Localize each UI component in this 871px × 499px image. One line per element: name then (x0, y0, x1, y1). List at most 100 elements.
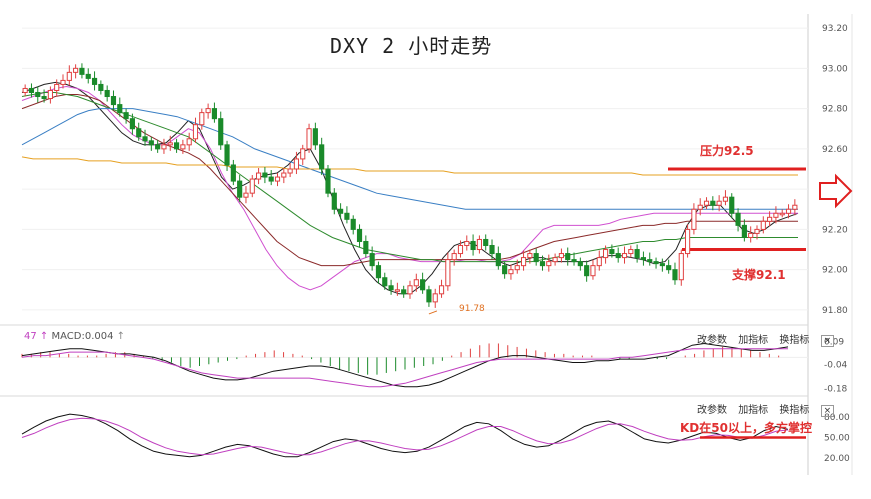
candle-body (502, 265, 508, 275)
candle (66, 65, 72, 86)
macd-controls: 改参数 加指标 换指标 × (697, 331, 842, 347)
candle (148, 136, 154, 151)
candle (173, 138, 180, 153)
candle (451, 249, 457, 266)
candle (508, 264, 514, 280)
candle-body (47, 89, 53, 100)
candle-body (426, 289, 432, 303)
candle (262, 166, 268, 184)
candle-body (779, 212, 785, 216)
candle-body (344, 212, 350, 220)
change-params-button[interactable]: 改参数 (697, 335, 727, 346)
macd-prefix: 47 (24, 331, 37, 342)
candle-body (640, 257, 647, 261)
candle-body (243, 192, 249, 198)
y-axis-labels: 93.2093.0092.8092.6092.4092.2092.0091.80… (822, 24, 850, 464)
candle-body (388, 285, 394, 291)
candle-body (464, 240, 470, 247)
candle (716, 195, 722, 212)
candle-body (218, 118, 224, 146)
candle (773, 206, 779, 224)
low-price-label: 91.78 (459, 304, 485, 314)
candle (60, 74, 66, 89)
candle (117, 97, 123, 117)
candle-body (129, 118, 135, 130)
macd-dea-line (21, 348, 788, 388)
candle (546, 254, 552, 272)
change-params-button[interactable]: 改参数 (697, 405, 727, 416)
candle-body (685, 228, 691, 255)
candle (192, 117, 199, 143)
candle (237, 175, 243, 203)
level-lines (668, 167, 806, 252)
candle (104, 85, 110, 102)
candle-body (35, 91, 41, 98)
candle-body (514, 265, 520, 271)
candle (609, 244, 615, 258)
candle-body (773, 212, 779, 218)
candle (748, 226, 754, 243)
candle-body (609, 249, 615, 255)
switch-indicator-button[interactable]: 换指标 (779, 405, 810, 416)
candle (256, 167, 262, 185)
candle-body (571, 259, 577, 263)
low-marker-line (428, 310, 438, 315)
candle (180, 139, 186, 154)
candle-body (91, 77, 98, 85)
candle (533, 248, 539, 266)
candle (558, 248, 564, 263)
add-indicator-button[interactable]: 加指标 (738, 405, 769, 416)
candle (73, 64, 79, 79)
close-icon[interactable]: × (820, 335, 835, 347)
add-indicator-button[interactable]: 加指标 (738, 335, 769, 346)
candle (300, 144, 306, 165)
close-icon[interactable]: × (820, 405, 835, 417)
candle (464, 235, 470, 251)
candle (602, 245, 609, 264)
candle (388, 279, 394, 295)
candle-body (319, 144, 325, 170)
candle (710, 196, 716, 211)
candle (338, 203, 344, 220)
candle-body (104, 89, 110, 98)
candle-body (489, 245, 495, 255)
candle-body (470, 240, 476, 251)
candle (792, 199, 798, 216)
candle (729, 193, 735, 219)
candle-body (420, 279, 426, 291)
switch-indicator-button[interactable]: 换指标 (779, 335, 810, 346)
candle (407, 280, 413, 299)
candle-body (237, 180, 243, 198)
candle-body (173, 142, 180, 150)
candle (79, 63, 85, 79)
candle (666, 259, 672, 274)
candle (445, 252, 451, 291)
candle (420, 272, 426, 294)
candle-body (647, 259, 653, 263)
candle (129, 113, 135, 135)
macd-tick-label: 0.09 (824, 338, 844, 348)
candle-body (123, 112, 129, 120)
candle (35, 86, 41, 103)
candle (659, 258, 665, 272)
candle (653, 257, 659, 269)
candle-body (590, 265, 596, 277)
candle-body (161, 144, 167, 150)
candle (476, 235, 482, 254)
candle (293, 151, 300, 175)
price-tick-label: 93.00 (822, 64, 848, 74)
candle (249, 175, 255, 198)
ma-line-4 (21, 108, 798, 210)
candle (495, 246, 501, 270)
candle-body (710, 200, 716, 206)
candle-body (356, 228, 363, 242)
candle (142, 129, 148, 146)
candle-body (394, 289, 400, 292)
price-tick-label: 93.20 (822, 24, 848, 34)
candle (167, 135, 173, 151)
candle-body (192, 124, 199, 140)
candle-body (495, 253, 501, 267)
candle-body (748, 232, 754, 238)
candle (697, 198, 703, 216)
